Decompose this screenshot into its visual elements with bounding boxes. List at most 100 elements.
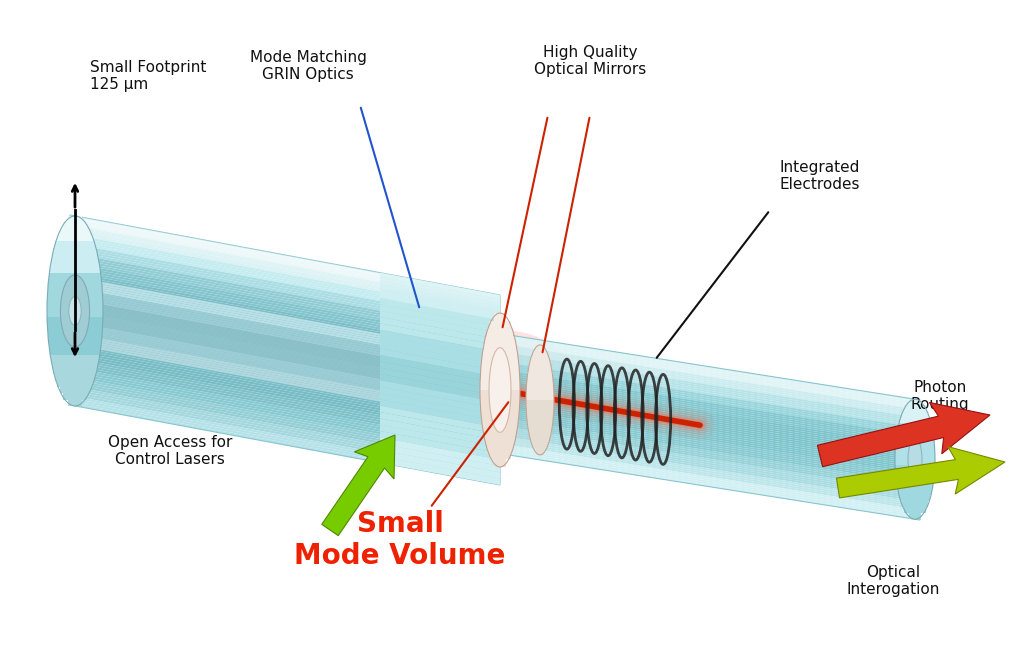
Polygon shape <box>100 341 500 417</box>
Polygon shape <box>380 286 500 314</box>
Polygon shape <box>900 417 930 423</box>
Polygon shape <box>480 367 520 374</box>
Polygon shape <box>909 513 921 519</box>
Polygon shape <box>895 454 935 459</box>
Polygon shape <box>490 376 920 446</box>
Polygon shape <box>100 329 500 406</box>
Polygon shape <box>100 307 500 383</box>
Polygon shape <box>490 446 920 516</box>
Polygon shape <box>70 351 500 433</box>
Polygon shape <box>490 378 920 448</box>
Polygon shape <box>70 329 500 412</box>
Polygon shape <box>70 219 500 303</box>
Polygon shape <box>63 222 87 228</box>
Polygon shape <box>380 343 500 371</box>
Polygon shape <box>52 362 98 368</box>
Polygon shape <box>70 282 500 364</box>
Ellipse shape <box>489 348 511 432</box>
Polygon shape <box>900 495 930 501</box>
Polygon shape <box>70 365 500 447</box>
Polygon shape <box>70 303 500 385</box>
Polygon shape <box>490 338 920 408</box>
Polygon shape <box>48 317 103 323</box>
Polygon shape <box>70 244 500 326</box>
Polygon shape <box>70 388 500 471</box>
Ellipse shape <box>69 297 81 325</box>
Polygon shape <box>490 440 920 510</box>
Polygon shape <box>527 411 553 416</box>
Polygon shape <box>100 295 500 372</box>
Polygon shape <box>480 382 520 390</box>
Polygon shape <box>481 413 519 421</box>
Polygon shape <box>100 315 500 392</box>
Polygon shape <box>49 273 101 280</box>
Polygon shape <box>70 381 500 463</box>
Polygon shape <box>100 297 500 374</box>
Polygon shape <box>100 327 500 404</box>
Polygon shape <box>490 420 920 490</box>
Polygon shape <box>480 374 520 382</box>
Ellipse shape <box>410 355 670 435</box>
Polygon shape <box>482 421 518 428</box>
Polygon shape <box>63 393 87 400</box>
Polygon shape <box>100 299 500 376</box>
Polygon shape <box>380 291 500 320</box>
Polygon shape <box>70 390 500 473</box>
Polygon shape <box>531 438 549 444</box>
Polygon shape <box>70 248 500 331</box>
Polygon shape <box>490 414 920 484</box>
Polygon shape <box>895 459 935 465</box>
Polygon shape <box>490 336 920 406</box>
Polygon shape <box>490 350 920 420</box>
Polygon shape <box>905 405 926 411</box>
Polygon shape <box>490 332 920 402</box>
Text: Small Footprint
125 μm: Small Footprint 125 μm <box>90 60 207 92</box>
Polygon shape <box>70 369 500 452</box>
Polygon shape <box>490 370 920 440</box>
Polygon shape <box>483 428 517 436</box>
Polygon shape <box>380 431 500 459</box>
Polygon shape <box>526 406 554 411</box>
Polygon shape <box>70 270 500 352</box>
Polygon shape <box>50 267 100 273</box>
Polygon shape <box>528 422 552 428</box>
Polygon shape <box>70 217 500 299</box>
Polygon shape <box>380 399 500 428</box>
Polygon shape <box>490 434 920 504</box>
Polygon shape <box>533 444 547 450</box>
Polygon shape <box>70 386 500 468</box>
Polygon shape <box>380 450 500 479</box>
Polygon shape <box>380 329 500 359</box>
Polygon shape <box>70 393 500 475</box>
Polygon shape <box>493 313 506 321</box>
Polygon shape <box>60 387 90 393</box>
Polygon shape <box>55 374 95 380</box>
Polygon shape <box>490 398 920 468</box>
Polygon shape <box>490 416 920 486</box>
Polygon shape <box>70 310 500 392</box>
Polygon shape <box>70 291 500 373</box>
Polygon shape <box>898 483 933 489</box>
Polygon shape <box>70 258 500 340</box>
Polygon shape <box>490 432 920 502</box>
Polygon shape <box>70 301 500 383</box>
Polygon shape <box>70 253 500 335</box>
Ellipse shape <box>420 330 580 450</box>
Polygon shape <box>380 317 500 346</box>
Polygon shape <box>531 356 549 361</box>
Polygon shape <box>68 400 82 406</box>
Polygon shape <box>70 284 500 367</box>
Text: High Quality
Optical Mirrors: High Quality Optical Mirrors <box>534 45 646 78</box>
Polygon shape <box>70 222 500 305</box>
Polygon shape <box>70 384 500 466</box>
Polygon shape <box>70 339 500 421</box>
Polygon shape <box>52 254 98 260</box>
Polygon shape <box>490 366 920 436</box>
Polygon shape <box>380 311 500 339</box>
Polygon shape <box>489 452 511 459</box>
Polygon shape <box>70 322 500 404</box>
Text: Mode Matching
GRIN Optics: Mode Matching GRIN Optics <box>249 50 367 82</box>
Polygon shape <box>70 374 500 457</box>
Polygon shape <box>70 267 500 350</box>
Polygon shape <box>49 343 101 349</box>
